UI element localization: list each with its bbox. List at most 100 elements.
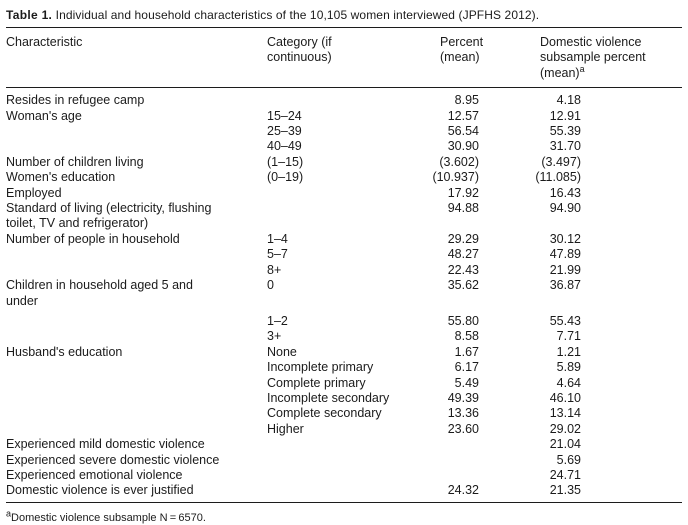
table-row: 40–49 30.90 31.70 (6, 139, 682, 154)
page: Table 1. Individual and household charac… (6, 0, 682, 525)
dv-percent-cell: 1.21 (556, 344, 581, 359)
table-row: Higher 23.60 29.02 (6, 422, 682, 437)
table-row: Complete secondary 13.36 13.14 (6, 406, 682, 421)
percent-cell: 30.90 (447, 139, 479, 154)
header-characteristic: Characteristic (6, 35, 83, 49)
dv-percent-cell: 55.43 (549, 313, 581, 328)
category-cell: 5–7 (267, 247, 288, 262)
category-cell: (1–15) (267, 154, 304, 169)
dv-percent-cell: 24.71 (549, 467, 581, 482)
characteristic-cell: Experienced emotional violence (6, 467, 183, 482)
characteristic-cell: Children in household aged 5 and under (6, 278, 193, 308)
percent-cell: 6.17 (454, 360, 479, 375)
characteristic-cell: Number of children living (6, 154, 144, 169)
percent-cell: 29.29 (447, 231, 479, 246)
table-row: Number of people in household 1–4 29.29 … (6, 232, 682, 247)
characteristic-cell: Number of people in household (6, 231, 180, 246)
dv-percent-cell: 46.10 (549, 390, 581, 405)
table-footnote: aDomestic violence subsample N = 6570. (6, 509, 682, 525)
table-row: Husband's education None 1.67 1.21 (6, 345, 682, 360)
table-row: Children in household aged 5 and under 0… (6, 278, 682, 309)
table-title-text: Individual and household characteristics… (55, 8, 540, 22)
table-row: 8+ 22.43 21.99 (6, 263, 682, 278)
characteristic-cell: Husband's education (6, 344, 123, 359)
superscript-a: a (579, 63, 585, 74)
dv-percent-cell: 94.90 (549, 201, 581, 216)
dv-percent-cell: 55.39 (549, 124, 581, 139)
table-row: Women's education (0–19) (10.937) (11.08… (6, 170, 682, 185)
category-cell: 15–24 (267, 108, 302, 123)
table-row: Domestic violence is ever justified 24.3… (6, 483, 682, 498)
dv-percent-cell: (11.085) (535, 170, 581, 185)
dv-percent-cell: 12.91 (549, 108, 581, 123)
dv-percent-cell: (3.497) (541, 154, 581, 169)
characteristic-cell: Experienced mild domestic violence (6, 437, 205, 452)
dv-percent-cell: 4.18 (556, 93, 581, 108)
category-cell: 25–39 (267, 124, 302, 139)
table-row: Experienced severe domestic violence 5.6… (6, 453, 682, 468)
dv-percent-cell: 4.64 (556, 375, 581, 390)
characteristic-cell: Domestic violence is ever justified (6, 483, 194, 498)
percent-cell: 35.62 (447, 278, 479, 293)
dv-percent-cell: 29.02 (549, 421, 581, 436)
characteristic-cell: Woman's age (6, 108, 82, 123)
table-row: 3+ 8.58 7.71 (6, 329, 682, 344)
percent-cell: 17.92 (447, 185, 479, 200)
percent-cell: 13.36 (447, 406, 479, 421)
table-row: Employed 17.92 16.43 (6, 186, 682, 201)
dv-percent-cell: 36.87 (549, 278, 581, 293)
percent-cell: 1.67 (454, 344, 479, 359)
dv-percent-cell: 21.04 (549, 437, 581, 452)
percent-cell: 56.54 (447, 124, 479, 139)
table-row: 5–7 48.27 47.89 (6, 247, 682, 262)
dv-percent-cell: 21.99 (549, 262, 581, 277)
percent-cell: (3.602) (439, 154, 479, 169)
dv-percent-cell: 16.43 (549, 185, 581, 200)
characteristics-table: Characteristic Category (if continuous) … (6, 27, 682, 503)
percent-cell: 48.27 (447, 247, 479, 262)
percent-cell: (10.937) (432, 170, 479, 185)
header-dv-line1: Domestic violence (540, 35, 642, 49)
table-row: Standard of living (electricity, flushin… (6, 201, 682, 232)
header-percent: Percent (mean) (440, 35, 484, 65)
table-number-label: Table 1. (6, 8, 53, 22)
header-dv-line2: subsample percent (mean) (540, 50, 646, 80)
category-cell: (0–19) (267, 170, 304, 185)
table-row: 25–39 56.54 55.39 (6, 124, 682, 139)
percent-cell: 55.80 (447, 313, 479, 328)
percent-cell: 5.49 (454, 375, 479, 390)
table-row: Experienced mild domestic violence 21.04 (6, 437, 682, 452)
dv-percent-cell: 21.35 (549, 483, 581, 498)
table-row: Experienced emotional violence 24.71 (6, 468, 682, 483)
characteristic-cell: Employed (6, 185, 62, 200)
category-cell: 1–4 (267, 231, 288, 246)
table-row: Incomplete primary 6.17 5.89 (6, 360, 682, 375)
percent-cell: 24.32 (447, 483, 479, 498)
dv-percent-cell: 5.69 (556, 452, 581, 467)
percent-cell: 22.43 (447, 262, 479, 277)
header-dv-subsample: Domestic violence subsample percent (mean… (540, 35, 682, 81)
category-cell: Incomplete primary (267, 360, 374, 375)
table-title: Table 1. Individual and household charac… (6, 0, 682, 27)
percent-cell: 94.88 (447, 201, 479, 216)
table-header: Characteristic Category (if continuous) … (6, 27, 682, 89)
category-cell: 0 (267, 278, 274, 293)
percent-cell: 12.57 (447, 108, 479, 123)
dv-percent-cell: 5.89 (556, 360, 581, 375)
characteristic-cell: Standard of living (electricity, flushin… (6, 201, 212, 231)
dv-percent-cell: 30.12 (549, 231, 581, 246)
footnote-text: Domestic violence subsample N = 6570. (11, 511, 206, 524)
characteristic-cell: Women's education (6, 170, 116, 185)
percent-cell: 23.60 (447, 421, 479, 436)
category-cell: 8+ (267, 262, 282, 277)
characteristic-cell: Resides in refugee camp (6, 93, 145, 108)
table-body: Resides in refugee camp 8.95 4.18 Woman'… (6, 88, 682, 503)
category-cell: Complete secondary (267, 406, 382, 421)
characteristic-cell: Experienced severe domestic violence (6, 452, 220, 467)
percent-cell: 8.95 (454, 93, 479, 108)
header-category: Category (if continuous) (267, 35, 332, 65)
category-cell: Higher (267, 421, 304, 436)
dv-percent-cell: 13.14 (549, 406, 581, 421)
percent-cell: 8.58 (454, 329, 479, 344)
category-cell: 1–2 (267, 313, 288, 328)
